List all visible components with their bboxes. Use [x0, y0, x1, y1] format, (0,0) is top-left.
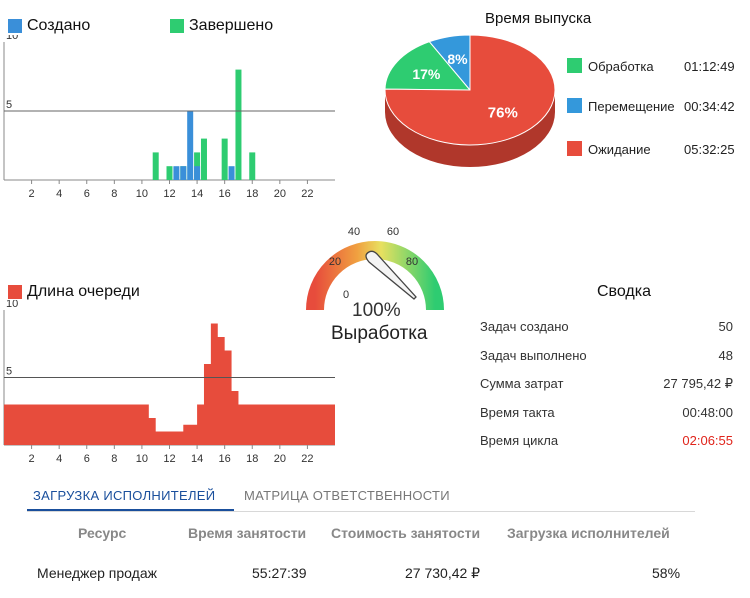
finished-bar	[249, 152, 256, 180]
pie-percent-label: 76%	[488, 105, 518, 122]
finished-bar	[166, 166, 173, 180]
x-tick-label: 12	[163, 188, 175, 200]
tab-resource-load[interactable]: ЗАГРУЗКА ИСПОЛНИТЕЛЕЙ	[33, 488, 216, 503]
processing-time: 01:12:49	[684, 59, 735, 74]
x-tick-label: 22	[301, 453, 313, 465]
active-tab-indicator	[27, 509, 234, 511]
summary-value-finished: 48	[718, 348, 733, 363]
x-tick-label: 12	[163, 453, 175, 465]
waiting-time: 05:32:25	[684, 142, 735, 157]
x-tick-label: 16	[219, 188, 231, 200]
x-tick-label: 4	[56, 188, 62, 200]
column-header-busy-time: Время занятости	[188, 525, 307, 541]
queue-area	[4, 323, 335, 445]
cell-busy-cost: 27 730,42 ₽	[405, 565, 481, 581]
x-tick-label: 10	[136, 453, 148, 465]
finished-legend-label: Завершено	[189, 17, 274, 34]
queue-legend-swatch	[8, 285, 22, 299]
gauge-tick-0: 0	[343, 289, 349, 301]
x-tick-label: 18	[246, 453, 258, 465]
finished-bar	[200, 138, 207, 180]
pie-percent-label: 8%	[447, 51, 468, 67]
x-tick-label: 6	[84, 188, 90, 200]
gauge-dial: 0 20 40 60 80	[306, 226, 444, 311]
pie-percent-label: 17%	[412, 66, 441, 82]
created-bar	[180, 166, 187, 180]
x-tick-label: 2	[29, 453, 35, 465]
summary-value-cost: 27 795,42 ₽	[663, 376, 733, 391]
x-tick-label: 14	[191, 453, 203, 465]
finished-bar	[221, 138, 228, 180]
summary-title: Сводка	[597, 283, 652, 300]
gauge-tick-20: 20	[329, 256, 341, 268]
x-tick-label: 2	[29, 188, 35, 200]
cell-busy-time: 55:27:39	[252, 565, 307, 581]
created-legend-label: Создано	[27, 17, 91, 34]
created-bar	[194, 166, 201, 180]
summary-label-finished: Задач выполнено	[480, 348, 587, 363]
tab-bar-divider	[27, 511, 695, 512]
created-bar	[173, 166, 180, 180]
processing-legend-label: Обработка	[588, 59, 654, 74]
summary-label-takt: Время такта	[480, 405, 555, 420]
gauge-value: 100%	[352, 300, 401, 321]
tab-responsibility-matrix[interactable]: МАТРИЦА ОТВЕТСТВЕННОСТИ	[244, 488, 450, 503]
created-legend-swatch	[8, 19, 22, 33]
moving-legend-label: Перемещение	[588, 99, 675, 114]
x-tick-label: 16	[219, 453, 231, 465]
created-bar	[228, 166, 235, 180]
finished-bar	[235, 69, 242, 180]
gauge-needle	[365, 250, 417, 300]
cell-resource: Менеджер продаж	[37, 565, 157, 581]
finished-bar	[152, 152, 159, 180]
finished-legend-swatch	[170, 19, 184, 33]
y-tick-label: 5	[6, 99, 12, 111]
x-tick-label: 20	[274, 188, 286, 200]
x-tick-label: 10	[136, 188, 148, 200]
y-tick-label: 10	[6, 35, 18, 42]
summary-value-cycle: 02:06:55	[682, 433, 733, 448]
x-tick-label: 8	[111, 188, 117, 200]
summary-label-cycle: Время цикла	[480, 433, 559, 448]
x-tick-label: 14	[191, 188, 203, 200]
x-tick-label: 18	[246, 188, 258, 200]
waiting-legend-swatch	[567, 141, 582, 156]
pie-slice-Обработка	[384, 41, 472, 91]
moving-time: 00:34:42	[684, 99, 735, 114]
queue-legend-label: Длина очереди	[27, 283, 140, 300]
waiting-legend-label: Ожидание	[588, 142, 651, 157]
column-header-load: Загрузка исполнителей	[507, 525, 670, 541]
y-tick-label: 10	[6, 300, 18, 310]
gauge-tick-40: 40	[348, 226, 360, 238]
bar-chart-plot: 5 10 2 4 6 8 10 12 14 16 18 20 22	[3, 35, 335, 200]
queue-chart-plot: 5 10 2 4 6 8 10 12 14 16 18 20 22	[3, 300, 335, 465]
moving-legend-swatch	[567, 98, 582, 113]
created-bar	[187, 111, 194, 180]
summary-label-created: Задач создано	[480, 319, 569, 334]
pie-title: Время выпуска	[485, 10, 592, 27]
gauge-tick-60: 60	[387, 226, 399, 238]
gauge-label: Выработка	[331, 323, 428, 344]
pie-chart: 17% 8% 76%	[384, 34, 556, 167]
cell-load: 58%	[652, 565, 681, 581]
x-tick-label: 22	[301, 188, 313, 200]
pie-side-waiting	[385, 90, 555, 167]
y-tick-label: 5	[6, 366, 12, 378]
summary-value-takt: 00:48:00	[682, 405, 733, 420]
x-tick-label: 4	[56, 453, 62, 465]
x-tick-label: 6	[84, 453, 90, 465]
processing-legend-swatch	[567, 58, 582, 73]
summary-label-cost: Сумма затрат	[480, 376, 564, 391]
gauge-tick-80: 80	[406, 256, 418, 268]
pie-slice-Ожидание	[384, 34, 556, 146]
x-tick-label: 8	[111, 453, 117, 465]
x-tick-label: 20	[274, 453, 286, 465]
column-header-busy-cost: Стоимость занятости	[331, 525, 481, 541]
summary-value-created: 50	[718, 319, 733, 334]
column-header-resource: Ресурс	[78, 525, 127, 541]
